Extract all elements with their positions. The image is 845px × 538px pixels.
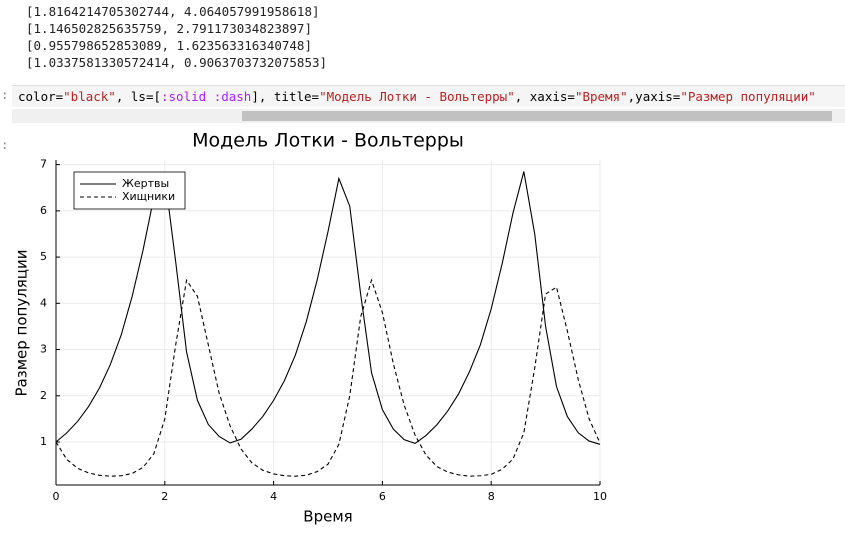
legend-label: Хищники xyxy=(122,190,175,203)
y-tick-label: 3 xyxy=(40,343,47,356)
x-tick-label: 2 xyxy=(161,490,168,503)
code: color="black", ls=[:solid :dash], title=… xyxy=(12,89,816,104)
output-line: [1.146502825635759, 2.791173034823897] xyxy=(26,21,312,36)
x-axis-label: Время xyxy=(303,508,352,526)
legend-box xyxy=(73,171,186,210)
x-tick-label: 4 xyxy=(270,490,277,503)
output-line: [1.0337581330572414, 0.9063703732075853] xyxy=(26,55,328,70)
code-token: "Размер популяции" xyxy=(680,89,816,104)
chart-title: Модель Лотки - Вольтерры xyxy=(192,130,464,152)
x-tick-label: 10 xyxy=(593,490,607,503)
y-tick-label: 7 xyxy=(40,158,47,171)
y-tick-label: 1 xyxy=(40,435,47,448)
code-token xyxy=(206,89,214,104)
code-token: ], title= xyxy=(251,89,320,104)
line xyxy=(55,171,601,445)
code-token: "black" xyxy=(63,89,116,104)
x-tick-label: 0 xyxy=(53,490,60,503)
code-cell[interactable]: color="black", ls=[:solid :dash], title=… xyxy=(12,85,845,107)
code-token: , xaxis= xyxy=(514,89,575,104)
scroll-thumb[interactable] xyxy=(242,111,832,121)
y-tick-label: 4 xyxy=(40,296,47,309)
output: [1.8164214705302744, 4.064057991958618] [… xyxy=(26,3,327,71)
output-line: [1.8164214705302744, 4.064057991958618] xyxy=(26,4,320,19)
prompt: : xyxy=(1,137,9,152)
code-token: :dash xyxy=(213,89,252,104)
output-line: [0.955798652853089, 1.623563316340748] xyxy=(26,38,312,53)
x-tick-label: 6 xyxy=(379,490,386,503)
code-token: :solid xyxy=(161,89,207,104)
y-tick-label: 2 xyxy=(40,389,47,402)
code-token: , ls=[ xyxy=(115,89,161,104)
code-token: ,yaxis= xyxy=(627,89,681,104)
scrollbar[interactable] xyxy=(12,109,845,123)
y-tick-label: 5 xyxy=(40,250,47,263)
legend-label: Жертвы xyxy=(122,177,169,190)
code-token: "Модель Лотки - Вольтерры" xyxy=(319,89,515,104)
y-axis-label: Размер популяции xyxy=(13,249,31,396)
chart: Модель Лотки - Вольтерры Время Размер по… xyxy=(13,130,608,526)
code-token: color= xyxy=(18,89,64,104)
y-tick-label: 6 xyxy=(40,204,47,217)
line xyxy=(55,278,601,477)
x-tick-label: 8 xyxy=(488,490,495,503)
prompt: : xyxy=(1,87,9,102)
code-token: "Время" xyxy=(574,89,628,104)
